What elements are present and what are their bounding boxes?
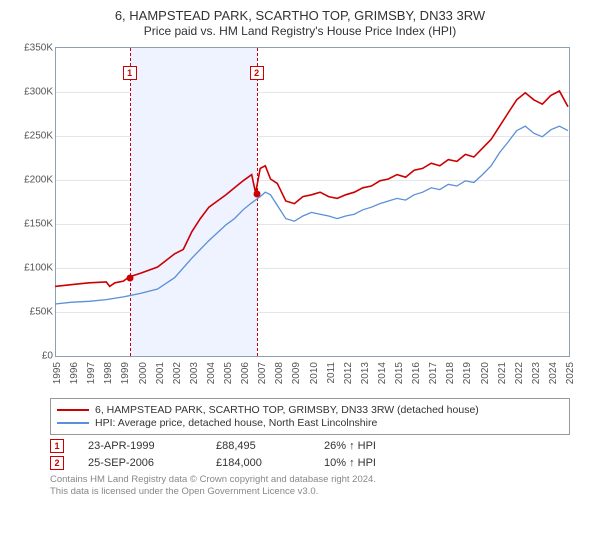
x-tick: 1996 xyxy=(69,362,80,384)
x-tick: 2023 xyxy=(531,362,542,384)
title-subtitle: Price paid vs. HM Land Registry's House … xyxy=(10,24,590,38)
x-tick: 2018 xyxy=(445,362,456,384)
x-tick: 1997 xyxy=(86,362,97,384)
x-tick: 2022 xyxy=(514,362,525,384)
footer-line1: Contains HM Land Registry data © Crown c… xyxy=(50,474,590,486)
x-tick: 2021 xyxy=(497,362,508,384)
legend-swatch xyxy=(57,409,89,411)
x-tick: 2015 xyxy=(394,362,405,384)
x-tick: 1995 xyxy=(52,362,63,384)
x-tick: 2020 xyxy=(480,362,491,384)
sale-delta: 26% ↑ HPI xyxy=(324,440,376,452)
footer-line2: This data is licensed under the Open Gov… xyxy=(50,486,590,498)
sales-list: 1 23-APR-1999 £88,495 26% ↑ HPI 2 25-SEP-2006… xyxy=(50,439,590,470)
title-address: 6, HAMPSTEAD PARK, SCARTHO TOP, GRIMSBY,… xyxy=(10,8,590,23)
x-tick: 2002 xyxy=(172,362,183,384)
series-hpi xyxy=(55,126,568,304)
y-tick: £50K xyxy=(15,307,53,318)
x-tick: 2019 xyxy=(462,362,473,384)
sale-delta: 10% ↑ HPI xyxy=(324,457,376,469)
x-tick: 2003 xyxy=(189,362,200,384)
x-tick: 1999 xyxy=(120,362,131,384)
x-tick: 2024 xyxy=(548,362,559,384)
chart-area: £0£50K£100K£150K£200K£250K£300K£350K 12 … xyxy=(15,42,575,392)
x-tick: 2009 xyxy=(291,362,302,384)
y-tick: £350K xyxy=(15,43,53,54)
x-tick: 2013 xyxy=(360,362,371,384)
y-tick: £250K xyxy=(15,131,53,142)
sale-row: 2 25-SEP-2006 £184,000 10% ↑ HPI xyxy=(50,456,590,470)
y-tick: £0 xyxy=(15,351,53,362)
x-tick: 2025 xyxy=(565,362,576,384)
y-tick: £150K xyxy=(15,219,53,230)
x-tick: 1998 xyxy=(103,362,114,384)
x-tick: 2016 xyxy=(411,362,422,384)
sale-date: 25-SEP-2006 xyxy=(88,457,198,469)
x-tick: 2007 xyxy=(257,362,268,384)
chart-title: 6, HAMPSTEAD PARK, SCARTHO TOP, GRIMSBY,… xyxy=(10,8,590,38)
legend-item: 6, HAMPSTEAD PARK, SCARTHO TOP, GRIMSBY,… xyxy=(57,404,563,416)
sale-badge: 1 xyxy=(50,439,64,453)
x-tick: 2012 xyxy=(343,362,354,384)
legend-swatch xyxy=(57,422,89,424)
attribution: Contains HM Land Registry data © Crown c… xyxy=(50,474,590,498)
sale-date: 23-APR-1999 xyxy=(88,440,198,452)
sale-row: 1 23-APR-1999 £88,495 26% ↑ HPI xyxy=(50,439,590,453)
x-tick: 2000 xyxy=(138,362,149,384)
x-tick: 2004 xyxy=(206,362,217,384)
y-tick: £200K xyxy=(15,175,53,186)
x-tick: 2014 xyxy=(377,362,388,384)
y-tick: £300K xyxy=(15,87,53,98)
y-tick: £100K xyxy=(15,263,53,274)
legend-label: 6, HAMPSTEAD PARK, SCARTHO TOP, GRIMSBY,… xyxy=(95,404,479,416)
x-tick: 2005 xyxy=(223,362,234,384)
legend: 6, HAMPSTEAD PARK, SCARTHO TOP, GRIMSBY,… xyxy=(50,398,570,435)
x-tick: 2006 xyxy=(240,362,251,384)
x-tick: 2001 xyxy=(155,362,166,384)
sale-price: £88,495 xyxy=(216,440,306,452)
x-tick: 2010 xyxy=(309,362,320,384)
x-tick: 2011 xyxy=(326,362,337,384)
sale-price: £184,000 xyxy=(216,457,306,469)
legend-item: HPI: Average price, detached house, Nort… xyxy=(57,417,563,429)
x-tick: 2017 xyxy=(428,362,439,384)
sale-badge: 2 xyxy=(50,456,64,470)
x-tick: 2008 xyxy=(274,362,285,384)
line-series xyxy=(55,47,570,357)
series-property xyxy=(55,91,568,286)
legend-label: HPI: Average price, detached house, Nort… xyxy=(95,417,377,429)
